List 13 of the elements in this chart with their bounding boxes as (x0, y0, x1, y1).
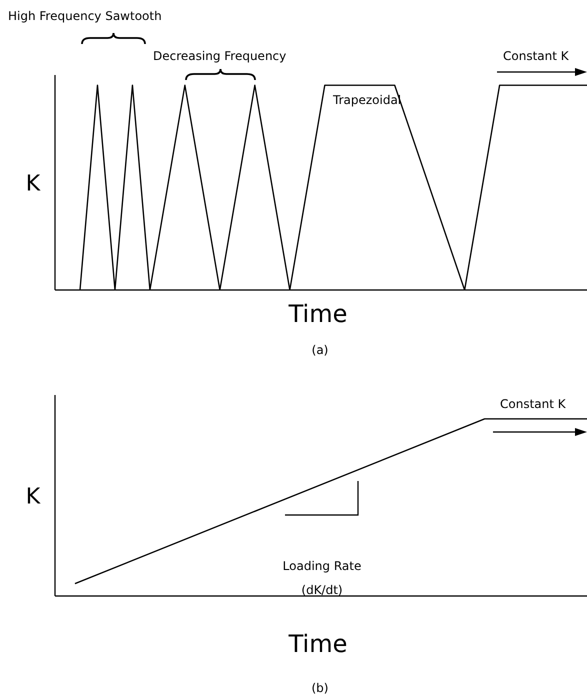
annotation: Loading Rate (282, 559, 362, 573)
annotation: Trapezoidal (332, 93, 402, 107)
text: (b) (312, 681, 328, 695)
text: (a) (312, 343, 328, 357)
text: Decreasing Frequency (153, 49, 286, 63)
x-axis-title: Time (288, 630, 348, 658)
text: Constant K (503, 49, 570, 63)
annotation: (dK/dt) (301, 583, 343, 597)
y-axis-title: K (26, 172, 41, 196)
y-axis-title: K (26, 484, 41, 510)
text: Constant K (500, 397, 567, 411)
x-axis-title: Time (288, 300, 348, 328)
text: High Frequency Sawtooth (8, 9, 162, 23)
